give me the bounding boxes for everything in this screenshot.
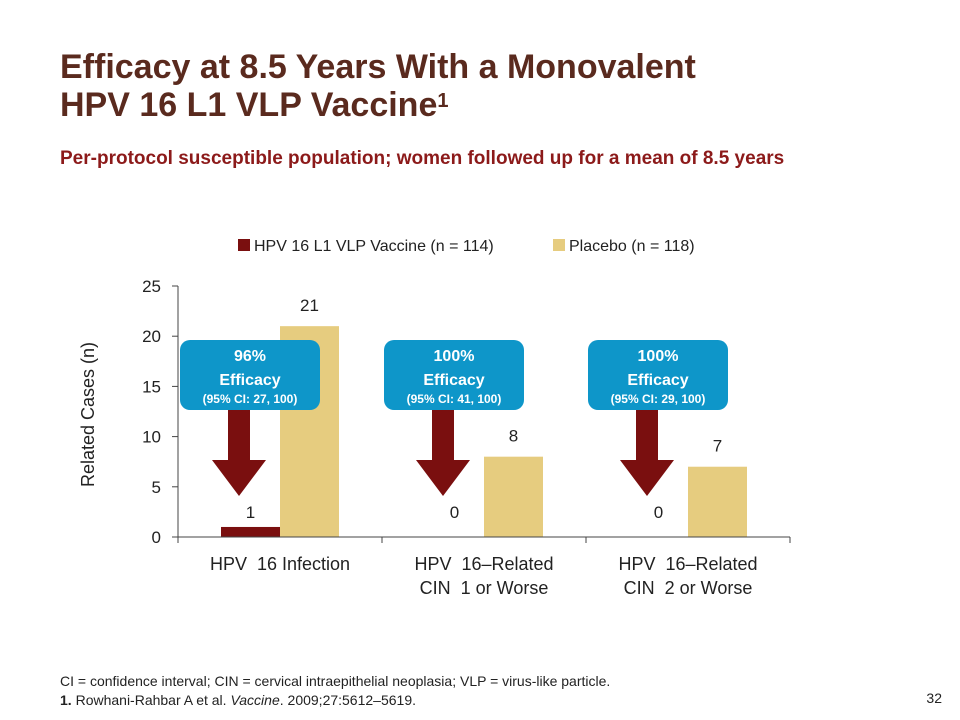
efficacy-label: Efficacy	[627, 372, 688, 389]
title-line-1: Efficacy at 8.5 Years With a Monovalent	[60, 48, 696, 86]
down-arrow-icon	[212, 400, 266, 496]
efficacy-bar-chart: HPV 16 L1 VLP Vaccine (n = 114) Placebo (…	[78, 238, 791, 598]
placebo-value-label-2: 8	[509, 427, 518, 446]
title-line-2: HPV 16 L1 VLP Vaccine	[60, 86, 438, 124]
legend-label-1: HPV 16 L1 VLP Vaccine (n = 114)	[254, 238, 494, 255]
vaccine-bar-1	[221, 526, 280, 537]
x-tick-label-1: HPV 16 Infection	[210, 554, 350, 574]
placebo-bar-3	[688, 466, 747, 537]
reference-journal: Vaccine	[230, 692, 280, 708]
down-arrow-icon	[620, 400, 674, 496]
efficacy-callouts: 96% Efficacy (95% CI: 27, 100) 100% Efficacy…	[180, 340, 728, 496]
legend-swatch-1	[238, 239, 250, 251]
footnote: CI = confidence interval; CIN = cervical…	[60, 672, 900, 710]
efficacy-callout-box-1	[180, 340, 320, 410]
efficacy-label: Efficacy	[423, 372, 484, 389]
down-arrow-icon	[416, 400, 470, 496]
slide-subtitle: Per-protocol susceptible population; wom…	[60, 148, 785, 169]
vaccine-value-label-2: 0	[450, 503, 459, 522]
y-axis: 0 5 10 15 20 25 Related Cases (n)	[78, 277, 179, 547]
slide-title: Efficacy at 8.5 Years With a Monovalent …	[60, 48, 920, 124]
legend-swatch-2	[553, 239, 565, 251]
y-tick-label: 25	[142, 277, 161, 296]
chart-legend: HPV 16 L1 VLP Vaccine (n = 114) Placebo (…	[238, 238, 695, 255]
y-axis-title: Related Cases (n)	[78, 342, 98, 487]
y-tick-label: 5	[152, 478, 161, 497]
efficacy-label: Efficacy	[219, 372, 280, 389]
efficacy-ci: (95% CI: 29, 100)	[611, 392, 706, 406]
efficacy-callout-box-2	[384, 340, 524, 410]
efficacy-ci: (95% CI: 27, 100)	[203, 392, 298, 406]
efficacy-callout-box-3	[588, 340, 728, 410]
placebo-value-label-3: 7	[713, 437, 722, 456]
efficacy-ci: (95% CI: 41, 100)	[407, 392, 502, 406]
reference-details: . 2009;27:5612–5619.	[279, 692, 416, 708]
efficacy-percent: 96%	[234, 348, 266, 365]
y-tick-label: 20	[142, 327, 161, 346]
legend-label-2: Placebo (n = 118)	[569, 238, 695, 255]
y-tick-label: 15	[142, 377, 161, 396]
bars-layer: 1 21 0 8 0 7	[221, 296, 747, 537]
vaccine-value-label-1: 1	[246, 503, 255, 522]
reference-authors: Rowhani-Rahbar A et al.	[75, 692, 227, 708]
placebo-bar-2	[484, 456, 543, 537]
reference-citation: 1. Rowhani-Rahbar A et al. Vaccine. 2009…	[60, 691, 900, 710]
page-number: 32	[926, 690, 942, 706]
vaccine-value-label-3: 0	[654, 503, 663, 522]
abbreviations-note: CI = confidence interval; CIN = cervical…	[60, 673, 611, 689]
reference-number: 1.	[60, 692, 72, 708]
placebo-value-label-1: 21	[300, 296, 319, 315]
x-axis: HPV 16 Infection HPV 16–Related CIN 1 or W…	[177, 536, 791, 598]
efficacy-percent: 100%	[638, 348, 679, 365]
x-tick-label-2: HPV 16–Related CIN 1 or Worse	[414, 554, 553, 598]
y-tick-label: 0	[152, 528, 161, 547]
y-tick-label: 10	[142, 428, 161, 447]
title-reference-superscript: 1	[437, 90, 449, 112]
x-tick-label-3: HPV 16–Related CIN 2 or Worse	[618, 554, 757, 598]
efficacy-percent: 100%	[434, 348, 475, 365]
